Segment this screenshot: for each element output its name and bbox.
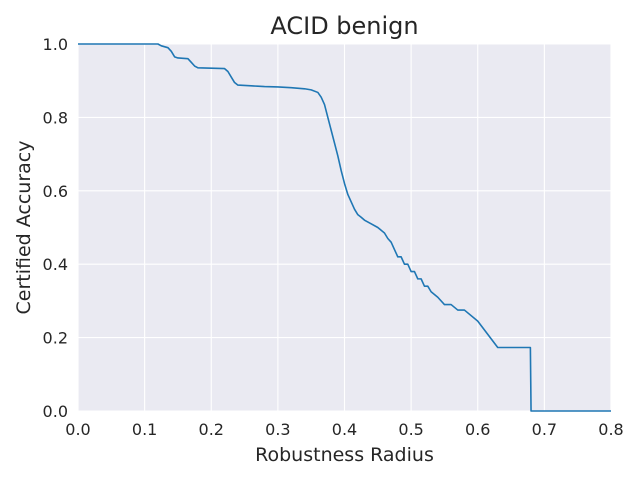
x-tick-label: 0.8 xyxy=(598,420,623,439)
chart-title: ACID benign xyxy=(270,12,418,40)
y-tick-label: 0.4 xyxy=(43,255,68,274)
series-layer xyxy=(78,43,611,412)
x-tick-label: 0.7 xyxy=(532,420,557,439)
x-tick-label: 0.0 xyxy=(65,420,90,439)
y-tick-label: 0.6 xyxy=(43,182,68,201)
x-tick-label: 0.4 xyxy=(332,420,357,439)
y-tick-labels: 0.0 0.2 0.4 0.6 0.8 1.0 xyxy=(43,35,68,421)
y-tick-label: 1.0 xyxy=(43,35,68,54)
x-tick-label: 0.6 xyxy=(465,420,490,439)
series-line xyxy=(78,43,611,412)
x-axis-label: Robustness Radius xyxy=(255,444,434,466)
y-tick-label: 0.2 xyxy=(43,329,68,348)
x-tick-labels: 0.0 0.1 0.2 0.3 0.4 0.5 0.6 0.7 0.8 xyxy=(65,420,623,439)
y-tick-label: 0.8 xyxy=(43,108,68,127)
x-tick-label: 0.1 xyxy=(132,420,157,439)
y-axis-label: Certified Accuracy xyxy=(13,141,35,315)
y-gridlines xyxy=(78,43,611,412)
x-tick-label: 0.2 xyxy=(199,420,224,439)
y-tick-label: 0.0 xyxy=(43,402,68,421)
x-tick-label: 0.5 xyxy=(398,420,423,439)
x-tick-label: 0.3 xyxy=(265,420,290,439)
x-gridlines xyxy=(77,44,612,411)
